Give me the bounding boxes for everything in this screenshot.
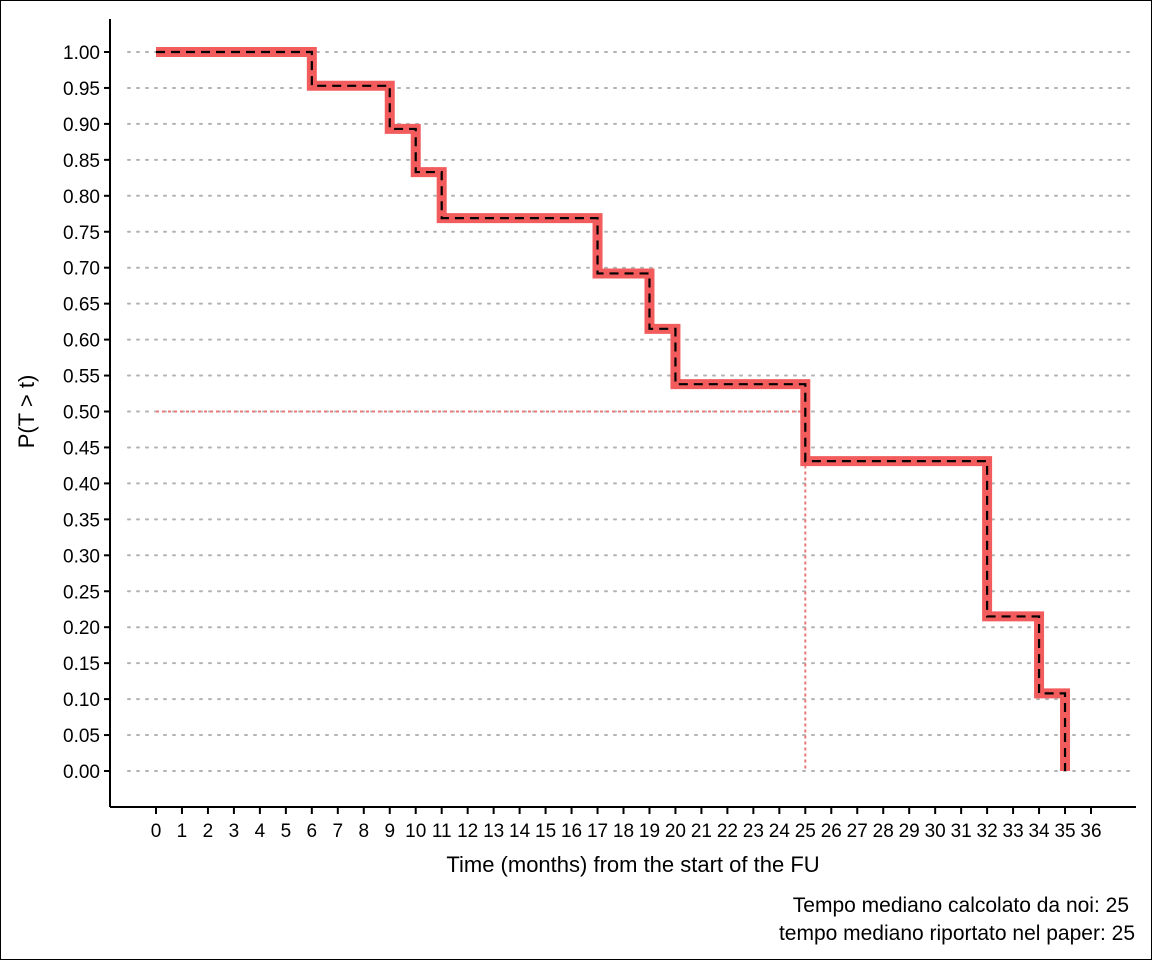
x-tick-label: 28 [873,821,894,842]
y-tick-label: 0.75 [63,223,100,244]
y-tick-label: 0.35 [63,510,100,531]
x-tick-label: 20 [665,821,686,842]
x-tick-label: 11 [432,821,452,842]
y-tick-label: 0.00 [63,762,100,783]
grid-layer [127,51,1135,772]
x-tick-label: 16 [561,821,582,842]
y-tick-label: 0.15 [63,654,100,675]
x-axis-title: Time (months) from the start of the FU [446,852,819,877]
x-tick-label: 25 [795,821,816,842]
y-tick-label: 0.10 [63,690,100,711]
y-tick-label: 0.70 [63,259,100,280]
x-tick-label: 4 [255,821,266,842]
caption-median-reported: tempo mediano riportato nel paper: 25 [779,922,1135,945]
x-tick-label: 32 [977,821,998,842]
x-tick-label: 21 [691,821,712,842]
y-tick-label: 0.50 [63,403,100,424]
series-layer [156,47,1071,771]
x-tick-label: 26 [821,821,842,842]
y-tick-label: 0.40 [63,474,100,495]
y-tick-label: 0.05 [63,726,100,747]
x-tick-label: 33 [1003,821,1024,842]
x-tick-label: 9 [384,821,395,842]
y-tick-label: 0.80 [63,187,100,208]
y-tick-label: 0.65 [63,295,100,316]
y-tick-label: 0.90 [63,115,100,136]
y-tick-label: 1.00 [63,43,100,64]
median-reference-layer [156,410,807,771]
y-tick-label: 0.95 [63,79,100,100]
x-tick-label: 23 [743,821,764,842]
x-tick-label: 36 [1080,821,1101,842]
x-tick-label: 14 [509,821,531,842]
x-tick-label: 2 [203,821,214,842]
x-tick-label: 5 [281,821,292,842]
x-tick-label: 22 [717,821,738,842]
x-tick-label: 10 [405,821,426,842]
x-tick-label: 30 [925,821,946,842]
x-tick-label: 12 [457,821,478,842]
caption-median-calculated: Tempo mediano calcolato da noi: 25 [793,894,1129,917]
x-tick-label: 3 [229,821,240,842]
y-tick-label: 0.45 [63,438,100,459]
y-tick-label: 0.30 [63,546,100,567]
x-tick-label: 6 [307,821,318,842]
y-tick-label: 0.85 [63,151,100,172]
x-tick-label: 8 [358,821,369,842]
x-tick-label: 7 [333,821,344,842]
x-tick-label: 34 [1028,821,1050,842]
x-tick-label: 17 [587,821,608,842]
x-tick-label: 13 [483,821,504,842]
x-tick-label: 29 [899,821,920,842]
y-axis-title: P(T > t) [14,375,39,449]
x-tick-label: 31 [951,821,972,842]
x-tick-label: 24 [769,821,791,842]
x-tick-label: 35 [1054,821,1075,842]
y-tick-label: 0.55 [63,367,100,388]
x-tick-label: 15 [535,821,556,842]
x-tick-label: 0 [151,821,162,842]
x-tick-label: 27 [847,821,868,842]
axis-layer: 0.00 0.05 0.10 0.15 0.20 0.25 0.30 0.35 0.40 0.45… [63,19,1136,842]
y-tick-label: 0.20 [63,618,100,639]
x-tick-label: 19 [639,821,660,842]
survival-step-dashed-overlay [156,50,1067,771]
y-tick-label: 0.25 [63,582,100,603]
x-tick-label: 1 [177,821,188,842]
x-tick-label: 18 [613,821,634,842]
y-tick-label: 0.60 [63,331,100,352]
